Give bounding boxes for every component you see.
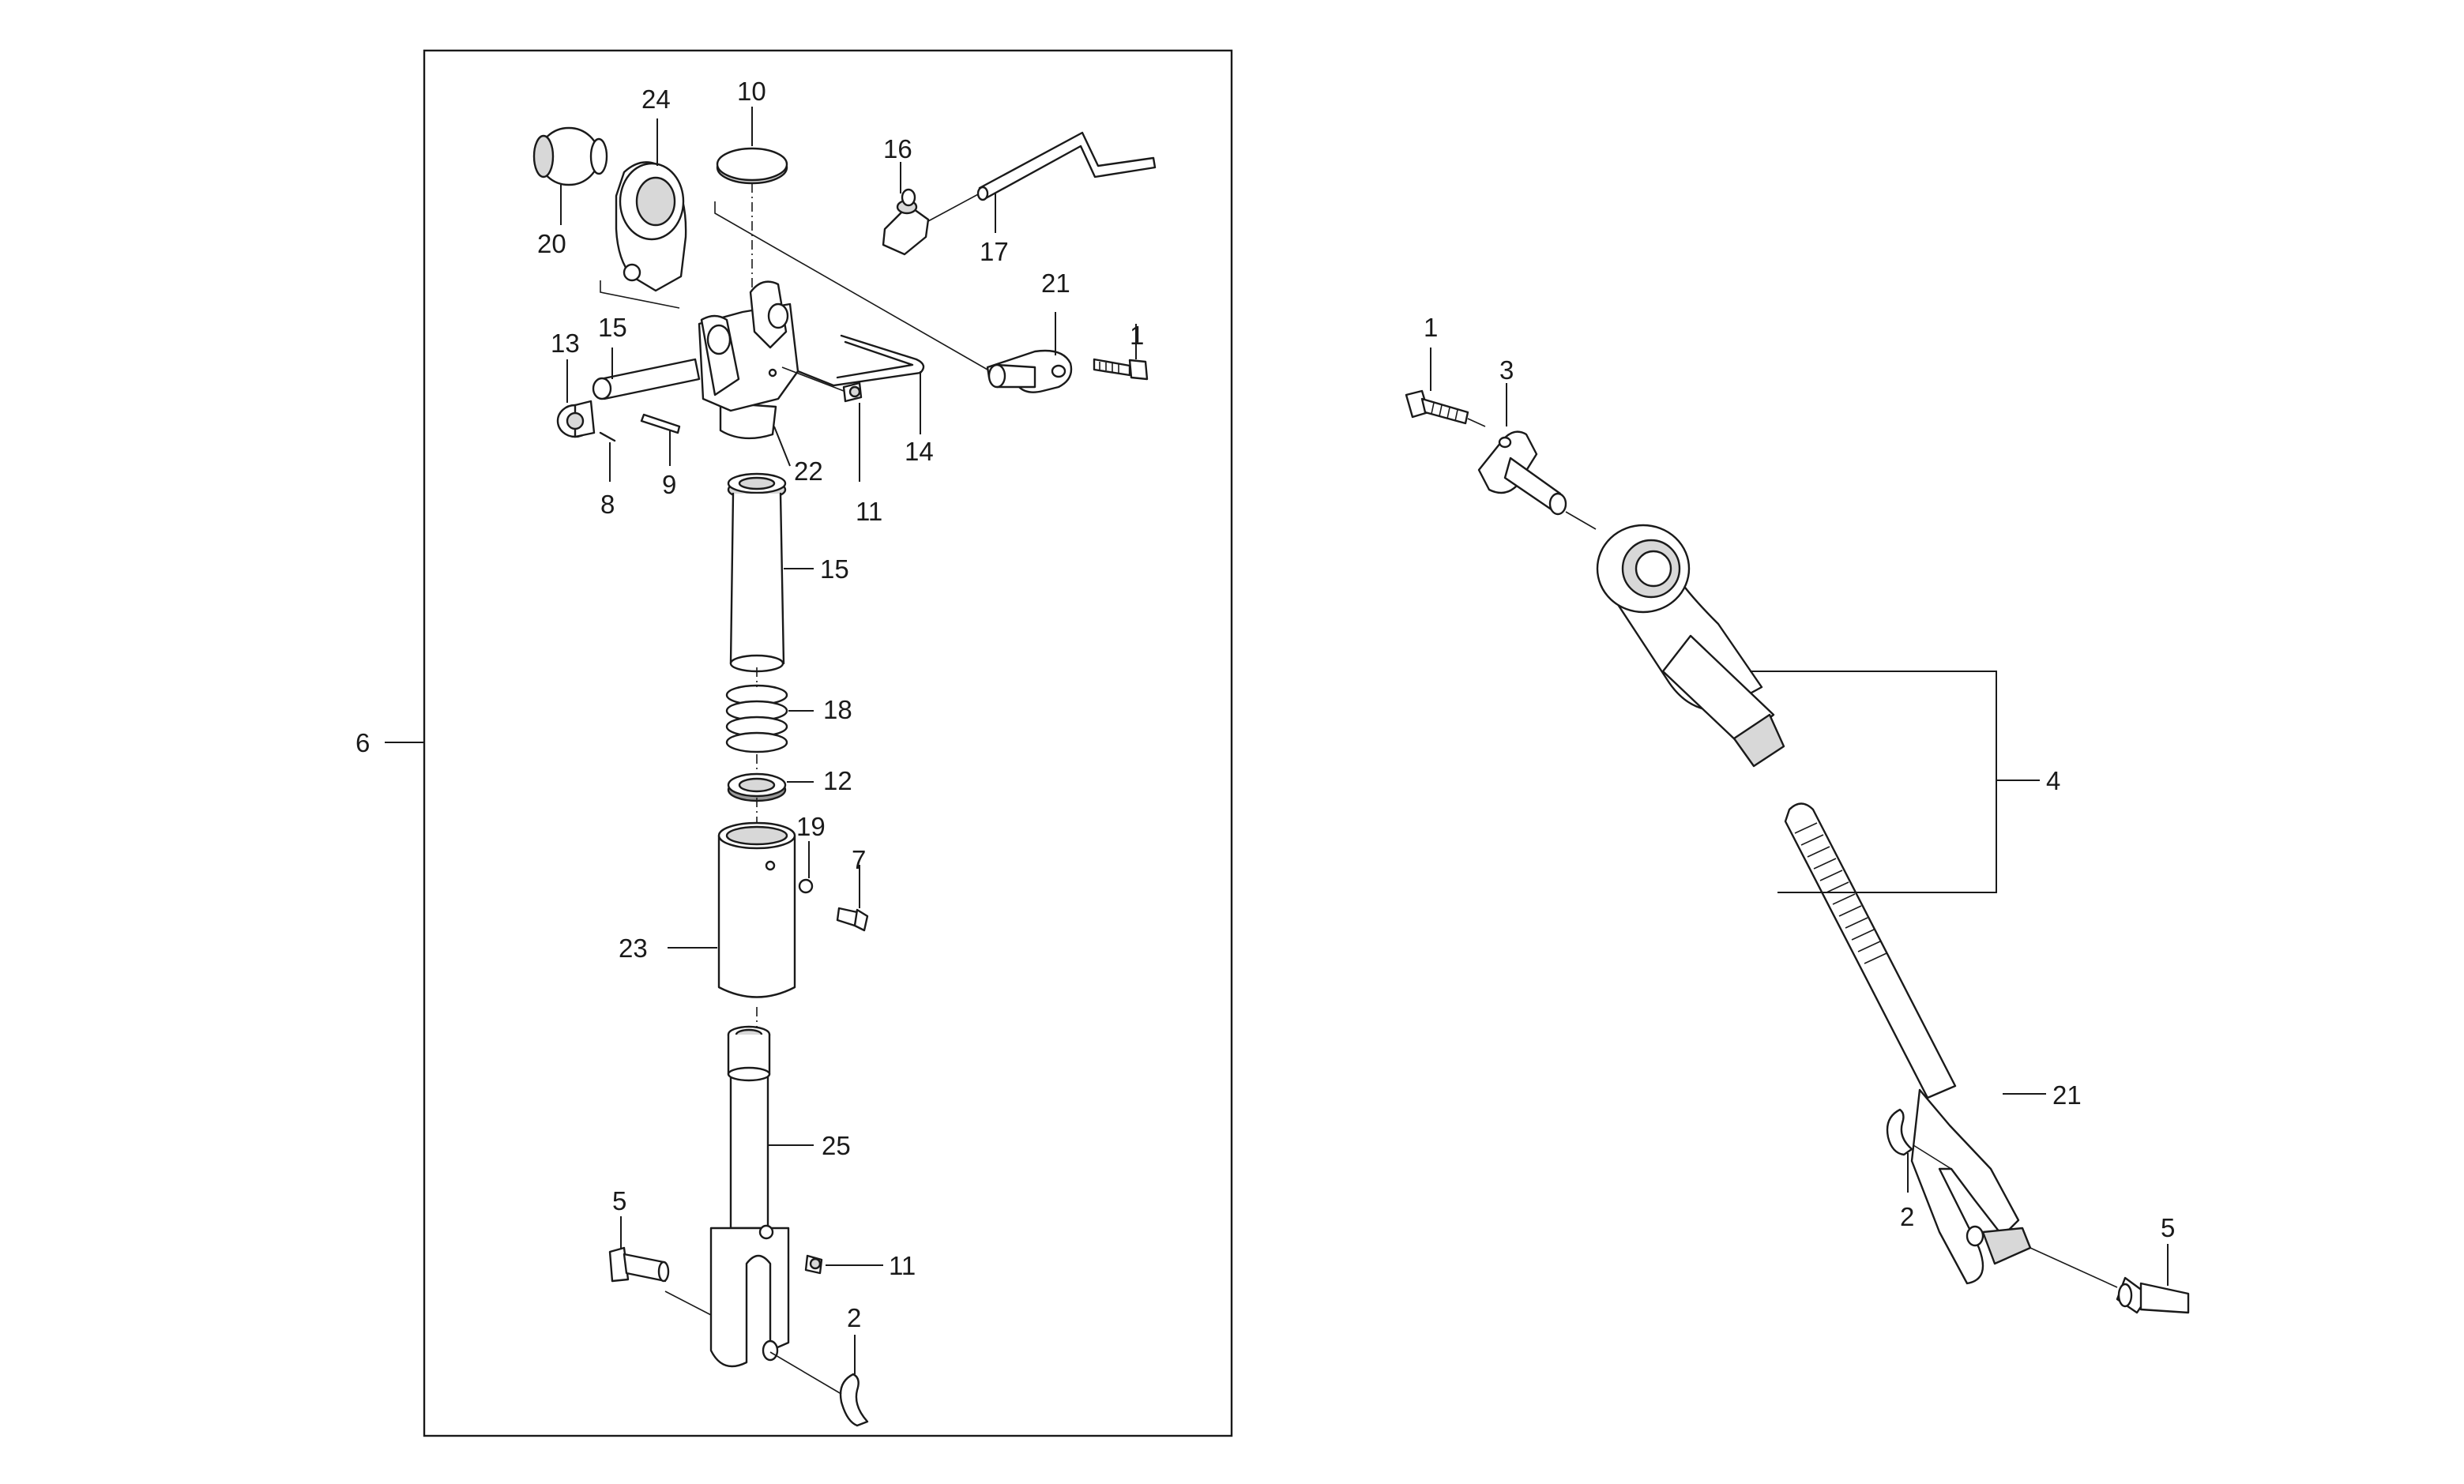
callout-21: 21	[1041, 269, 1070, 298]
part-5-clevis-pin-left	[608, 1246, 670, 1283]
callout-14: 14	[905, 437, 934, 466]
callout-24: 24	[641, 85, 671, 114]
part-11-grease-nipple-bottom	[804, 1254, 823, 1275]
callout-19: 19	[796, 812, 826, 841]
callout-11b: 11	[889, 1251, 916, 1280]
callout-18: 18	[823, 695, 852, 724]
label-assembly-4: 4	[2046, 766, 2060, 795]
part-21-plate-pin	[986, 349, 1073, 393]
part-4-turnbuckle-upper	[1596, 524, 1785, 768]
part-2-r-clip-right	[1886, 1108, 1913, 1156]
callout-9: 9	[662, 470, 676, 499]
callout-12: 12	[823, 766, 852, 795]
part-25-clevis-rod	[709, 1025, 790, 1368]
part-1-bolt	[1093, 358, 1149, 381]
callout-11a: 11	[856, 497, 882, 526]
callout-23: 23	[619, 934, 648, 963]
part-21-clevis-right	[1910, 1088, 2032, 1285]
callout-1-right: 1	[1424, 313, 1438, 342]
part-22-yoke	[698, 280, 799, 440]
part-7-screw	[836, 907, 869, 932]
callout-25: 25	[822, 1131, 851, 1160]
part-9-roll-pin	[640, 413, 681, 434]
callout-17: 17	[980, 237, 1009, 266]
callout-5-right: 5	[2161, 1213, 2175, 1242]
part-19-washer	[798, 878, 814, 894]
part-23-tube	[717, 821, 796, 998]
callout-10: 10	[737, 77, 766, 106]
group-frame	[423, 49, 1233, 1437]
part-10-cap	[716, 147, 788, 185]
callout-20: 20	[537, 229, 566, 258]
part-15-pin-small	[592, 358, 701, 400]
callout-1: 1	[1130, 321, 1144, 350]
part-17-crank-handle	[976, 131, 1157, 201]
part-13-collar	[556, 400, 596, 438]
part-11-grease-nipple-top	[842, 381, 863, 403]
callout-22: 22	[794, 456, 823, 486]
part-12-bearing	[727, 772, 787, 802]
part-14-spring-clip	[796, 334, 925, 387]
callout-2a: 2	[847, 1303, 861, 1332]
label-group-6: 6	[355, 728, 370, 757]
part-5-clevis-pin-right	[2116, 1276, 2190, 1314]
callout-15b: 15	[820, 554, 849, 584]
part-2-r-clip-left	[839, 1373, 869, 1427]
callout-16: 16	[883, 134, 912, 163]
callout-15a: 15	[598, 313, 627, 342]
part-16-fitting	[882, 188, 930, 256]
callout-3: 3	[1499, 355, 1514, 385]
part-3-plate-pin	[1477, 430, 1567, 516]
part-15-shaft	[727, 472, 787, 673]
part-8-split-pin	[599, 431, 616, 442]
callout-13: 13	[551, 329, 580, 358]
part-1-bolt-right	[1405, 389, 1469, 425]
callout-5a: 5	[612, 1186, 626, 1215]
part-24-eye-bracket	[615, 161, 687, 292]
part-18-spring	[725, 684, 788, 753]
callout-21-right: 21	[2052, 1080, 2082, 1110]
part-4-threaded-rod	[1784, 802, 1957, 1099]
callout-8: 8	[600, 490, 615, 519]
part-20-ball-joint	[532, 126, 608, 186]
callout-7: 7	[852, 845, 866, 874]
callout-2-right: 2	[1900, 1202, 1914, 1231]
